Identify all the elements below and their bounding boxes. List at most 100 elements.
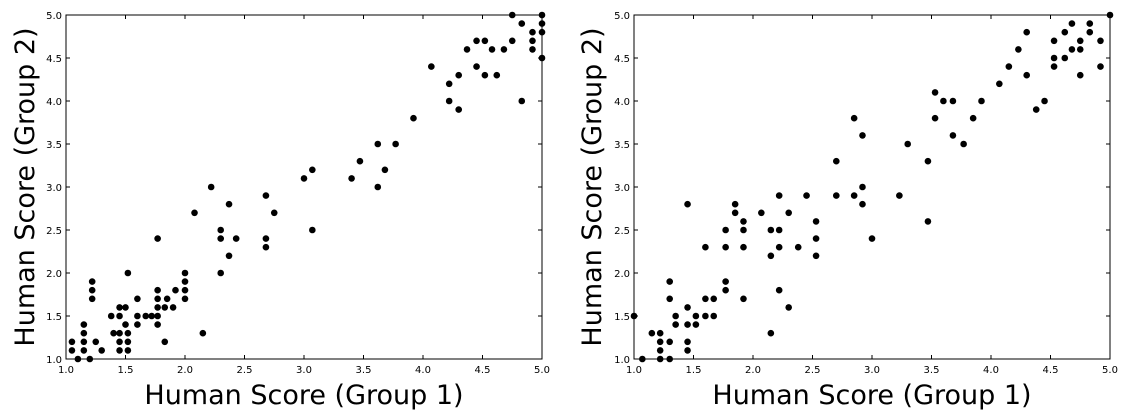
y-tick-label: 3.5 [614,140,630,151]
data-point [217,226,224,234]
data-point [161,338,169,346]
data-point [217,269,224,277]
y-tick-label: 5.0 [614,11,630,22]
data-point [481,37,489,45]
data-point [672,312,679,320]
data-point [80,338,88,346]
data-point [775,192,783,199]
y-tick-label: 2.5 [614,226,630,237]
x-tick-label: 3.5 [924,365,940,376]
data-point [172,286,179,294]
data-point [148,312,155,320]
data-point [684,200,691,208]
data-point [518,20,526,27]
data-point [672,321,679,328]
data-point [767,252,775,260]
data-point [850,114,858,122]
data-point [1076,37,1084,45]
data-point [960,140,967,148]
data-point [463,46,471,53]
data-point [116,312,123,320]
data-point [473,37,480,45]
data-point [428,63,435,70]
data-point [381,166,389,174]
data-point [154,312,161,320]
data-point [88,278,96,285]
data-point [833,192,840,199]
data-point [88,286,96,294]
data-point [859,200,866,208]
data-point [785,304,792,311]
data-point [518,97,526,105]
data-point [794,243,802,251]
data-point [1086,28,1094,36]
data-point [374,183,382,191]
data-point [169,304,177,311]
x-tick-label: 5.0 [534,365,550,376]
data-point [262,192,270,199]
data-point [392,140,399,148]
data-point [110,329,117,337]
data-point [1005,63,1013,70]
data-point [508,11,516,19]
data-point [666,278,673,285]
data-point [270,209,278,217]
data-point [1086,20,1094,27]
data-point [1050,37,1058,45]
x-tick-label: 3.0 [864,365,880,376]
data-point [666,355,673,363]
data-point [803,192,810,199]
data-point [199,329,207,337]
data-point [904,140,911,148]
data-point [154,304,161,311]
data-point [722,286,729,294]
data-point [98,347,105,354]
x-tick-label: 1.0 [58,365,74,376]
data-point [232,235,240,242]
data-point [445,97,453,105]
data-point [508,37,516,45]
data-point [859,183,866,191]
data-point [692,321,700,328]
data-point [80,329,88,337]
data-point [154,321,161,328]
y-tick-label: 3.0 [614,183,630,194]
y-tick-label: 1.5 [614,312,630,323]
data-point [684,304,691,311]
data-point [161,304,169,311]
data-point [356,157,364,165]
data-point [785,209,792,217]
data-point [969,114,977,122]
x-ticks-right: 1.0 1.5 2.0 2.5 3.0 3.5 4.0 4.5 5.0 [626,15,1118,376]
data-point [648,329,656,337]
data-point [740,226,747,234]
data-point [455,71,463,79]
data-point [92,338,100,346]
data-point [124,338,132,346]
data-point [931,114,939,122]
data-point [896,192,903,199]
data-point [666,338,673,346]
data-point [262,235,270,242]
data-point [758,209,765,217]
data-point [775,286,783,294]
x-tick-label: 2.0 [177,365,193,376]
data-point [68,347,76,354]
data-point [1041,97,1048,105]
data-point [692,312,700,320]
data-point [775,243,783,251]
data-point [529,28,536,36]
x-tick-label: 4.5 [475,365,491,376]
data-point [154,235,161,242]
y-axis-label: Human Score (Group 2) [10,27,41,346]
data-point [656,347,664,354]
scatter-plot-left: 1.0 1.5 2.0 2.5 3.0 3.5 4.0 4.5 5.0 1.0 1.5 2.0 2.5… [10,11,550,411]
data-point [702,295,709,303]
x-axis-label: Human Score (Group 1) [144,380,463,411]
data-point [1097,63,1104,70]
data-point [859,132,866,139]
data-point [1032,106,1040,113]
data-point [493,71,501,79]
data-point [812,235,820,242]
